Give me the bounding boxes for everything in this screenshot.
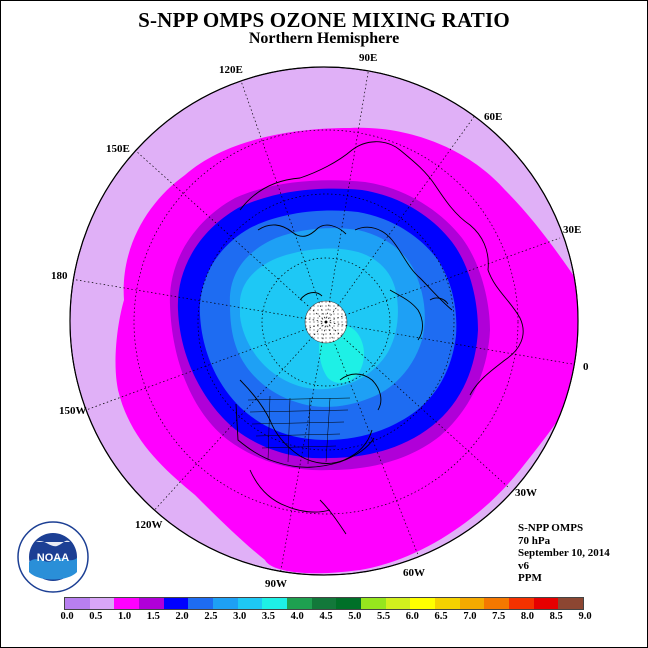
info-version: v6 xyxy=(518,559,529,572)
lon-label-30e: 30E xyxy=(563,224,581,236)
colorbar-tick-label: 1.0 xyxy=(117,611,132,622)
colorbar-tick-label: 5.0 xyxy=(348,611,362,622)
colorbar-tick-label: 8.0 xyxy=(520,611,534,622)
colorbar-segment xyxy=(435,598,460,609)
coastlines xyxy=(235,141,524,535)
colorbar-segment xyxy=(262,598,288,609)
info-instrument: S-NPP OMPS xyxy=(518,522,584,534)
colorbar-segment xyxy=(385,598,411,609)
colorbar-segment xyxy=(336,598,362,609)
info-units: PPM xyxy=(518,572,542,585)
colorbar-tick-label: 6.5 xyxy=(434,611,448,622)
colorbar-segment xyxy=(509,598,534,609)
colorbar-tick-label: 0.5 xyxy=(89,611,103,622)
colorbar-segment xyxy=(65,598,90,609)
lon-label-150w: 150W xyxy=(59,405,87,417)
colorbar-tick-label: 2.5 xyxy=(204,611,218,622)
longitude-lines xyxy=(70,67,578,575)
colorbar-segment xyxy=(410,598,436,609)
colorbar-tick-label: 4.5 xyxy=(319,611,333,622)
info-pressure: 70 hPa xyxy=(518,534,551,547)
lon-label-0: 0 xyxy=(583,361,589,373)
colorbar-tick-label: 9.0 xyxy=(578,611,592,622)
colorbar-segment xyxy=(237,598,263,609)
colorbar xyxy=(64,597,584,610)
colorbar-tick-label: 0.0 xyxy=(60,611,74,622)
hemisphere-rim xyxy=(69,66,579,576)
colorbar-tick-label: 7.5 xyxy=(492,611,506,622)
latitude-circles xyxy=(133,129,519,515)
state-borders xyxy=(247,395,351,465)
colorbar-segment xyxy=(89,598,115,609)
lon-label-60e: 60E xyxy=(484,111,502,123)
lon-label-90e: 90E xyxy=(359,52,377,64)
lon-label-180: 180 xyxy=(51,270,68,282)
lon-label-30w: 30W xyxy=(515,487,537,499)
colorbar-segment xyxy=(484,598,510,609)
lon-label-120e: 120E xyxy=(219,64,243,76)
colorbar-tick-label: 6.0 xyxy=(405,611,419,622)
colorbar-tick-label: 3.0 xyxy=(233,611,247,622)
colorbar-ticks: 0.0 0.5 1.0 1.5 2.0 2.5 3.0 3.5 4.0 4.5 5.0 5.5 6.0 6… xyxy=(56,611,596,625)
colorbar-segment xyxy=(361,598,386,609)
lon-label-90w: 90W xyxy=(265,578,287,590)
colorbar-tick-label: 8.5 xyxy=(549,611,563,622)
colorbar-segment xyxy=(287,598,312,609)
lon-label-150e: 150E xyxy=(106,143,130,155)
colorbar-tick-label: 1.5 xyxy=(146,611,160,622)
colorbar-tick-label: 3.5 xyxy=(261,611,275,622)
colorbar-segment xyxy=(558,598,584,609)
colorbar-segment xyxy=(163,598,189,609)
colorbar-segment xyxy=(114,598,140,609)
colorbar-segment xyxy=(213,598,238,609)
lon-label-120w: 120W xyxy=(135,519,163,531)
colorbar-segment xyxy=(533,598,559,609)
noaa-logo: NOAA xyxy=(17,521,89,593)
colorbar-segment xyxy=(311,598,337,609)
info-date: September 10, 2014 xyxy=(518,547,610,560)
map-title: S-NPP OMPS OZONE MIXING RATIO xyxy=(138,8,510,32)
colorbar-tick-label: 5.5 xyxy=(376,611,391,622)
svg-text:NOAA: NOAA xyxy=(37,552,69,564)
info-block: S-NPP OMPS 70 hPa September 10, 2014 v6 … xyxy=(518,522,610,585)
colorbar-segment xyxy=(459,598,485,609)
colorbar-tick-label: 4.0 xyxy=(290,611,304,622)
map-subtitle: Northern Hemisphere xyxy=(248,30,400,47)
lon-label-60w: 60W xyxy=(403,567,425,579)
colorbar-tick-label: 2.0 xyxy=(175,611,189,622)
colorbar-segment xyxy=(139,598,164,609)
colorbar-segment xyxy=(188,598,214,609)
colorbar-tick-label: 7.0 xyxy=(463,611,477,622)
